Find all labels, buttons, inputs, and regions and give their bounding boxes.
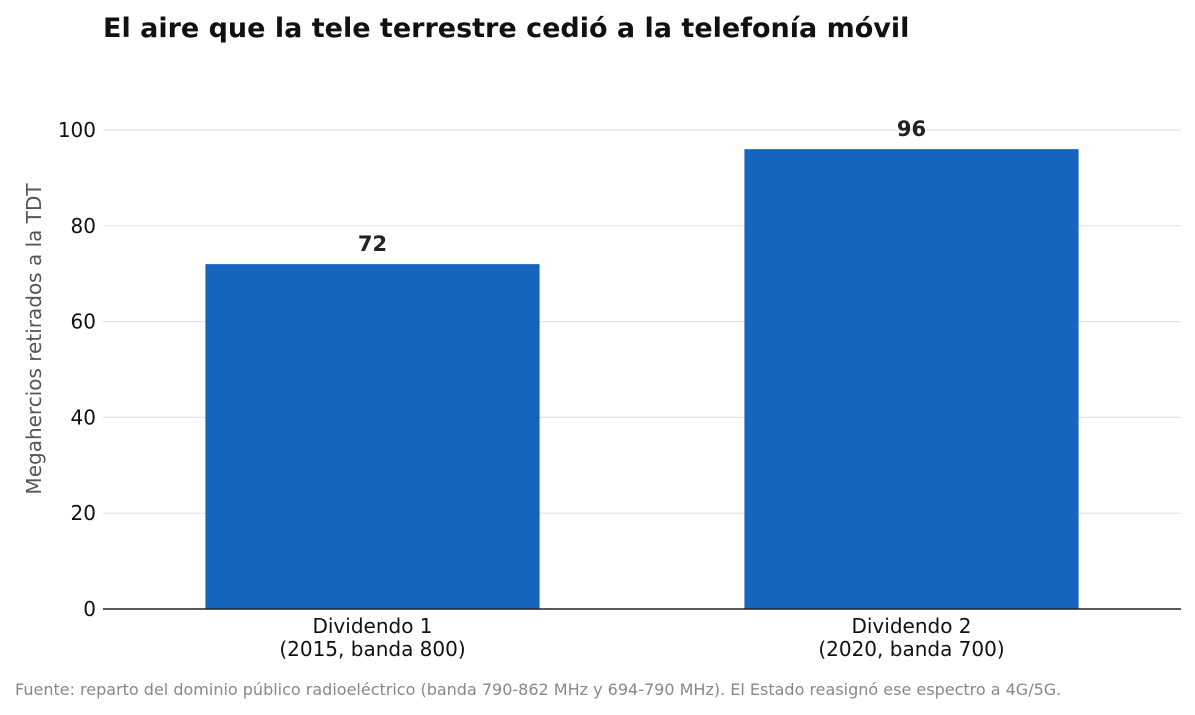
x-tick-label: Dividendo 2 [851, 614, 971, 638]
x-tick-label: (2020, banda 700) [818, 637, 1004, 661]
bar [744, 149, 1079, 609]
y-tick-label: 60 [71, 310, 96, 334]
chart-title: El aire que la tele terrestre cedió a la… [103, 13, 910, 44]
y-tick-label: 0 [83, 597, 96, 621]
y-tick-label: 80 [71, 214, 96, 238]
y-axis-label: Megahercios retirados a la TDT [22, 183, 46, 495]
x-tick-label: Dividendo 1 [312, 614, 432, 638]
x-tick-label: (2015, banda 800) [279, 637, 465, 661]
bars [205, 149, 1079, 609]
labels: 0 20 40 60 80 100 72 Dividendo 1(2015, banda 80… [22, 117, 1005, 661]
y-tick-label: 40 [71, 405, 96, 429]
y-tick-label: 20 [71, 501, 96, 525]
bar [205, 264, 540, 609]
data-label: 96 [897, 117, 926, 141]
y-tick-label: 100 [58, 118, 96, 142]
source-note: Fuente: reparto del dominio público radi… [15, 680, 1062, 699]
data-label: 72 [358, 232, 387, 256]
